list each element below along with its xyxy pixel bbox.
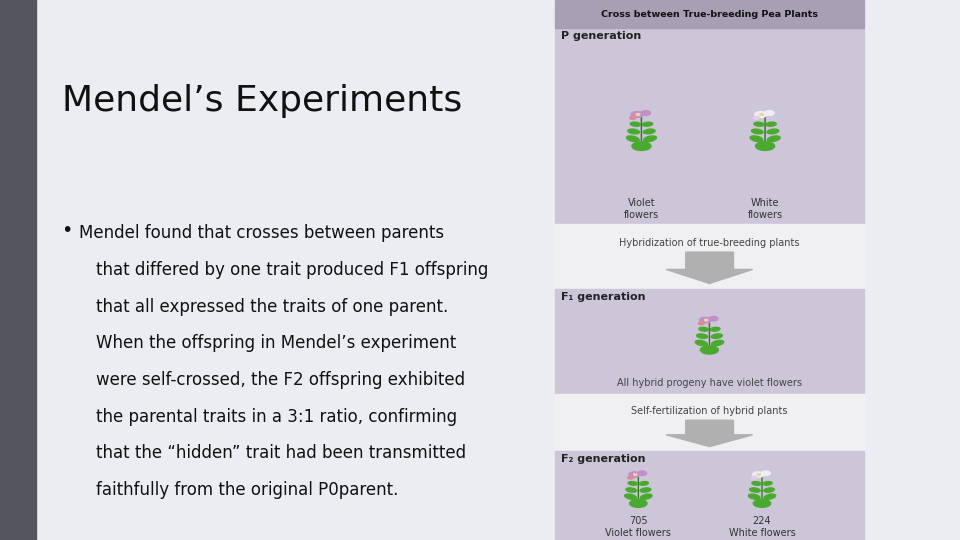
Ellipse shape: [752, 476, 756, 479]
Text: Hybridization of true-breeding plants: Hybridization of true-breeding plants: [619, 238, 800, 248]
Text: Cross between True-breeding Pea Plants: Cross between True-breeding Pea Plants: [601, 10, 818, 18]
Ellipse shape: [711, 340, 724, 346]
Ellipse shape: [631, 122, 640, 126]
Ellipse shape: [754, 500, 771, 507]
Text: F₁ generation: F₁ generation: [561, 292, 645, 302]
Bar: [685, 420, 733, 435]
Ellipse shape: [639, 482, 649, 485]
Ellipse shape: [701, 346, 718, 354]
Text: that differed by one trait produced F1 offspring: that differed by one trait produced F1 o…: [96, 261, 489, 279]
Ellipse shape: [631, 112, 643, 117]
Ellipse shape: [756, 141, 775, 151]
Ellipse shape: [760, 113, 763, 116]
Bar: [555, 394, 864, 451]
Ellipse shape: [754, 122, 764, 126]
Ellipse shape: [630, 117, 636, 119]
Ellipse shape: [628, 482, 637, 485]
Ellipse shape: [750, 136, 763, 141]
Ellipse shape: [625, 494, 636, 500]
Ellipse shape: [642, 122, 653, 126]
Text: Mendel found that crosses between parents: Mendel found that crosses between parent…: [79, 224, 444, 242]
Text: All hybrid progeny have violet flowers: All hybrid progeny have violet flowers: [617, 377, 802, 388]
Ellipse shape: [766, 122, 777, 126]
Text: When the offspring in Mendel’s experiment: When the offspring in Mendel’s experimen…: [96, 334, 456, 352]
Ellipse shape: [752, 482, 761, 485]
Text: •: •: [61, 221, 73, 240]
Ellipse shape: [697, 334, 708, 339]
Ellipse shape: [761, 471, 770, 475]
Ellipse shape: [699, 327, 708, 331]
Ellipse shape: [749, 494, 760, 500]
Ellipse shape: [700, 318, 711, 323]
Ellipse shape: [641, 111, 651, 116]
Text: 224
White flowers: 224 White flowers: [729, 516, 796, 538]
Text: were self-crossed, the F2 offspring exhibited: were self-crossed, the F2 offspring exhi…: [96, 371, 466, 389]
Text: 705
Violet flowers: 705 Violet flowers: [606, 516, 671, 538]
Bar: [685, 252, 733, 269]
Ellipse shape: [711, 334, 722, 339]
Ellipse shape: [636, 113, 639, 116]
Ellipse shape: [627, 136, 639, 141]
Text: the parental traits in a 3:1 ratio, confirming: the parental traits in a 3:1 ratio, conf…: [96, 408, 457, 426]
Polygon shape: [666, 252, 753, 284]
Text: that the “hidden” trait had been transmitted: that the “hidden” trait had been transmi…: [96, 444, 467, 462]
Text: F₂ generation: F₂ generation: [561, 454, 645, 464]
Ellipse shape: [709, 316, 718, 321]
Ellipse shape: [638, 471, 647, 475]
Ellipse shape: [634, 474, 636, 475]
Bar: [555, 451, 864, 540]
Text: that all expressed the traits of one parent.: that all expressed the traits of one par…: [96, 298, 448, 315]
Ellipse shape: [710, 327, 720, 331]
Ellipse shape: [705, 319, 708, 321]
Ellipse shape: [626, 488, 636, 492]
Text: P generation: P generation: [561, 31, 641, 41]
Ellipse shape: [763, 482, 772, 485]
Ellipse shape: [699, 322, 704, 325]
Ellipse shape: [754, 117, 759, 119]
Ellipse shape: [640, 494, 652, 500]
Ellipse shape: [630, 500, 647, 507]
Ellipse shape: [640, 488, 651, 492]
Ellipse shape: [628, 476, 634, 479]
Bar: [555, 0, 864, 540]
Ellipse shape: [767, 129, 779, 134]
Ellipse shape: [695, 340, 708, 346]
Text: Self-fertilization of hybrid plants: Self-fertilization of hybrid plants: [631, 406, 788, 416]
Ellipse shape: [632, 141, 651, 151]
Text: White
flowers: White flowers: [748, 198, 782, 220]
Ellipse shape: [764, 488, 775, 492]
Ellipse shape: [757, 474, 760, 475]
Ellipse shape: [752, 129, 763, 134]
Ellipse shape: [628, 129, 639, 134]
Ellipse shape: [644, 136, 657, 141]
Polygon shape: [666, 420, 753, 447]
Ellipse shape: [629, 472, 640, 477]
Ellipse shape: [764, 494, 776, 500]
Ellipse shape: [643, 129, 655, 134]
Bar: [555, 28, 864, 224]
Text: Mendel’s Experiments: Mendel’s Experiments: [62, 84, 463, 118]
Ellipse shape: [767, 136, 780, 141]
Bar: [0, 0, 36, 540]
Bar: [555, 0, 864, 28]
Text: faithfully from the original P0parent.: faithfully from the original P0parent.: [96, 481, 398, 499]
Ellipse shape: [765, 111, 774, 116]
Bar: [555, 224, 864, 289]
Text: Violet
flowers: Violet flowers: [624, 198, 659, 220]
Bar: [555, 289, 864, 394]
Ellipse shape: [753, 472, 763, 477]
Ellipse shape: [755, 112, 767, 117]
Ellipse shape: [750, 488, 760, 492]
